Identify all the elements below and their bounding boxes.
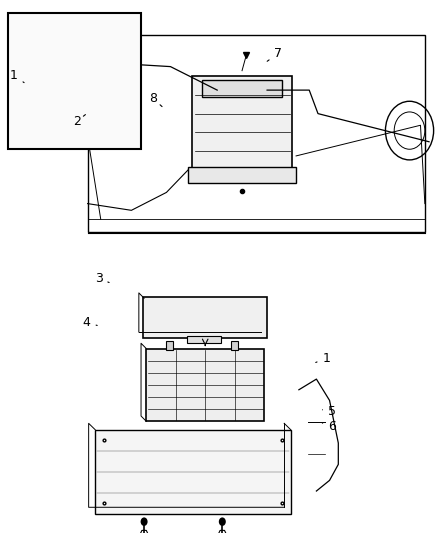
Text: 7: 7	[267, 47, 282, 61]
Text: 5: 5	[322, 405, 336, 418]
Bar	[231, 341, 238, 350]
Bar	[187, 336, 221, 343]
Text: 3: 3	[95, 272, 109, 285]
Text: 1: 1	[10, 69, 24, 83]
Bar	[146, 349, 264, 421]
Bar	[166, 341, 173, 350]
Bar	[188, 167, 296, 183]
Bar	[202, 80, 282, 96]
Circle shape	[219, 518, 226, 526]
Bar	[95, 430, 291, 514]
Text: 4: 4	[83, 316, 97, 329]
Circle shape	[141, 518, 148, 526]
Bar	[12, 19, 137, 144]
Text: 6: 6	[322, 420, 336, 433]
FancyBboxPatch shape	[143, 297, 267, 338]
Text: 2: 2	[73, 115, 85, 128]
Bar	[8, 13, 141, 149]
Text: 8: 8	[149, 92, 162, 107]
Bar	[39, 41, 117, 127]
Bar	[192, 76, 292, 170]
Bar	[43, 46, 112, 122]
Text: 1: 1	[316, 352, 330, 365]
